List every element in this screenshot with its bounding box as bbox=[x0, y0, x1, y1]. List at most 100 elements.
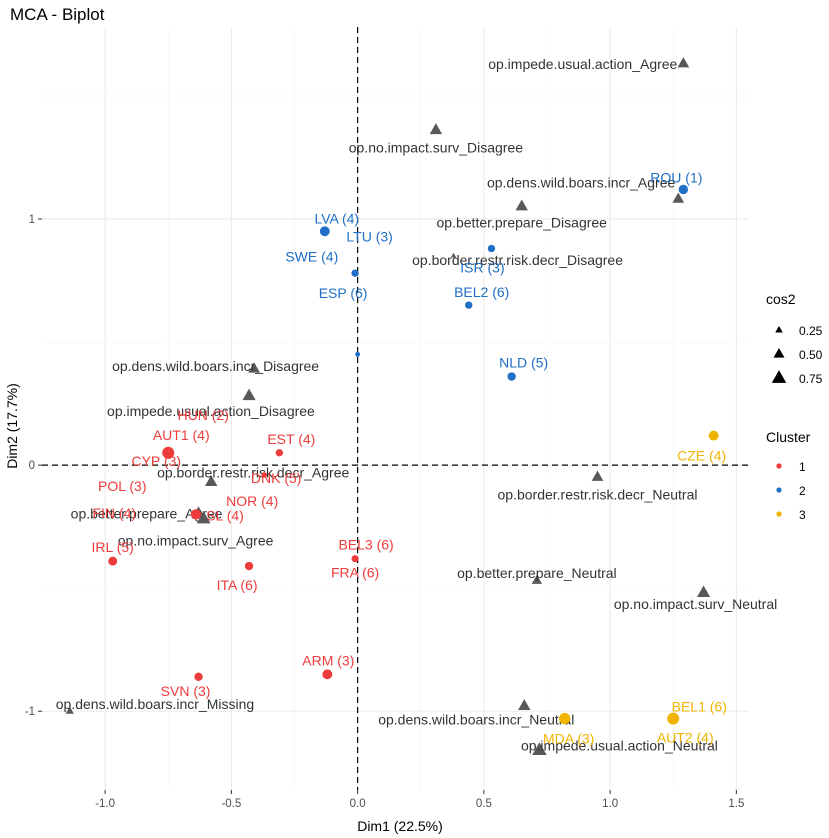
variable-marker bbox=[532, 742, 547, 755]
variable-label: op.border.restr.risk.decr_Agree bbox=[157, 464, 349, 480]
x-axis-ticks: -1.0 -0.5 0.0 0.5 1.0 1.5 bbox=[95, 790, 744, 810]
variable-label: op.dens.wild.boars.incr_Neutral bbox=[378, 711, 574, 727]
individual-label: NOR (4) bbox=[226, 493, 278, 509]
individual-label: ISR (3) bbox=[460, 260, 504, 276]
individual-marker bbox=[351, 555, 359, 563]
individual-label: SL (4) bbox=[206, 507, 244, 523]
legend-cluster-label: 3 bbox=[799, 508, 806, 522]
individual-marker bbox=[163, 447, 174, 458]
x-tick-label: 0.5 bbox=[476, 798, 492, 810]
x-axis-label: Dim1 (22.5%) bbox=[357, 818, 443, 834]
variable-label: op.no.impact.surv_Disagree bbox=[349, 139, 524, 155]
variable-marker bbox=[248, 362, 260, 373]
variable-label: op.impede.usual.action_Neutral bbox=[521, 738, 718, 754]
variable-label: op.dens.wild.boars.incr_Disagree bbox=[112, 358, 319, 374]
legend-cos2-label: 0.50 bbox=[799, 348, 823, 362]
variable-marker bbox=[65, 706, 74, 714]
individual-label: DNK (5) bbox=[251, 470, 302, 486]
plot-panel bbox=[42, 27, 749, 790]
individual-marker bbox=[351, 269, 359, 277]
individual-label: BEL2 (6) bbox=[454, 284, 509, 300]
individual-label: SVN (3) bbox=[161, 683, 211, 699]
legend-cos2-title: cos2 bbox=[766, 291, 796, 307]
variable-label: op.impede.usual.action_Agree bbox=[488, 56, 677, 72]
individual-label: ARM (3) bbox=[302, 652, 354, 668]
individual-label: BEL1 (6) bbox=[672, 699, 727, 715]
variable-marker bbox=[450, 252, 457, 258]
individual-marker bbox=[355, 351, 361, 357]
individual-marker bbox=[507, 372, 516, 381]
individual-label: LVA (4) bbox=[314, 210, 359, 226]
legend-cluster-marker bbox=[776, 511, 782, 517]
variable-points: op.impede.usual.action_Agree op.no.impact… bbox=[56, 56, 777, 755]
legend-cos2-marker bbox=[773, 347, 785, 358]
individual-marker bbox=[667, 712, 679, 725]
variable-label: op.dens.wild.boars.incr_Agree bbox=[487, 174, 676, 190]
individual-label: NLD (5) bbox=[499, 355, 548, 371]
y-tick-label: 0 bbox=[29, 460, 35, 472]
variable-label: op.no.impact.surv_Agree bbox=[118, 532, 274, 548]
legend-cluster-label: 1 bbox=[799, 460, 806, 474]
legend-cluster-marker bbox=[776, 463, 782, 469]
variable-marker bbox=[591, 470, 604, 481]
legend-cos2-label: 0.75 bbox=[799, 372, 823, 386]
legend-cluster-label: 2 bbox=[799, 484, 806, 498]
individual-marker bbox=[190, 509, 202, 520]
x-tick-label: -0.5 bbox=[221, 798, 241, 810]
variable-marker bbox=[672, 192, 685, 203]
individual-marker bbox=[244, 561, 254, 571]
individual-label: CZE (4) bbox=[677, 448, 726, 464]
individual-label: FRA (6) bbox=[331, 565, 379, 581]
individual-label: SWE (4) bbox=[285, 248, 338, 264]
individual-marker bbox=[322, 669, 333, 680]
legend-cluster-title: Cluster bbox=[766, 429, 811, 445]
variable-marker bbox=[518, 699, 531, 711]
chart-title: MCA - Biplot bbox=[10, 5, 105, 24]
panel-background bbox=[42, 27, 749, 790]
individual-label: FIN (4) bbox=[92, 505, 136, 521]
variable-label: op.better.prepare_Neutral bbox=[457, 565, 617, 581]
legend: cos2 0.25 0.50 0.75 Cluster 1 2 3 bbox=[766, 291, 823, 522]
x-tick-label: 0.0 bbox=[350, 798, 366, 810]
individual-label: LTU (3) bbox=[346, 228, 392, 244]
variable-marker bbox=[531, 574, 543, 584]
individual-label: EST (4) bbox=[267, 431, 315, 447]
variable-marker bbox=[242, 388, 256, 401]
variable-marker bbox=[515, 199, 528, 211]
variable-label: op.impede.usual.action_Disagree bbox=[107, 403, 315, 419]
individual-label: AUT1 (4) bbox=[153, 427, 210, 443]
individual-marker bbox=[108, 556, 118, 566]
individual-label: ROU (1) bbox=[650, 169, 702, 185]
variable-marker bbox=[697, 585, 711, 598]
variable-label: op.no.impact.surv_Neutral bbox=[614, 596, 777, 612]
individual-label: IRL (5) bbox=[92, 539, 134, 555]
individual-marker bbox=[275, 449, 284, 457]
individual-label: ESP (6) bbox=[319, 285, 368, 301]
legend-cos2-label: 0.25 bbox=[799, 324, 823, 338]
individual-marker bbox=[261, 472, 267, 478]
individual-label: AUT2 (4) bbox=[657, 730, 714, 746]
individual-points: ROU (1) LVA (4) SWE (4) ISR (3) ESP (6) BEL2 … bbox=[92, 169, 727, 746]
individual-label: HUN (2) bbox=[178, 407, 229, 423]
variable-label: op.dens.wild.boars.incr_Missing bbox=[56, 696, 254, 712]
individual-marker bbox=[320, 226, 330, 236]
legend-cos2-marker bbox=[775, 325, 783, 333]
individual-label: BEL3 (6) bbox=[338, 537, 393, 553]
individual-marker bbox=[708, 430, 719, 441]
x-tick-label: -1.0 bbox=[95, 798, 115, 810]
individual-marker bbox=[678, 184, 689, 195]
individual-marker bbox=[465, 301, 473, 309]
legend-cos2-marker bbox=[771, 370, 787, 383]
x-tick-label: 1.0 bbox=[602, 798, 618, 810]
variable-marker bbox=[677, 57, 690, 68]
legend-cluster-marker bbox=[776, 487, 782, 493]
individual-marker bbox=[558, 712, 571, 725]
y-tick-label: 1 bbox=[29, 214, 35, 226]
variable-label: op.border.restr.risk.decr_Disagree bbox=[412, 252, 623, 268]
individual-label: ITA (6) bbox=[217, 577, 258, 593]
individual-label: MDA (3) bbox=[543, 731, 594, 747]
variable-marker bbox=[204, 475, 218, 487]
y-tick-label: -1 bbox=[25, 706, 35, 718]
variable-marker bbox=[429, 123, 443, 135]
variable-label: op.border.restr.risk.decr_Neutral bbox=[498, 486, 698, 502]
